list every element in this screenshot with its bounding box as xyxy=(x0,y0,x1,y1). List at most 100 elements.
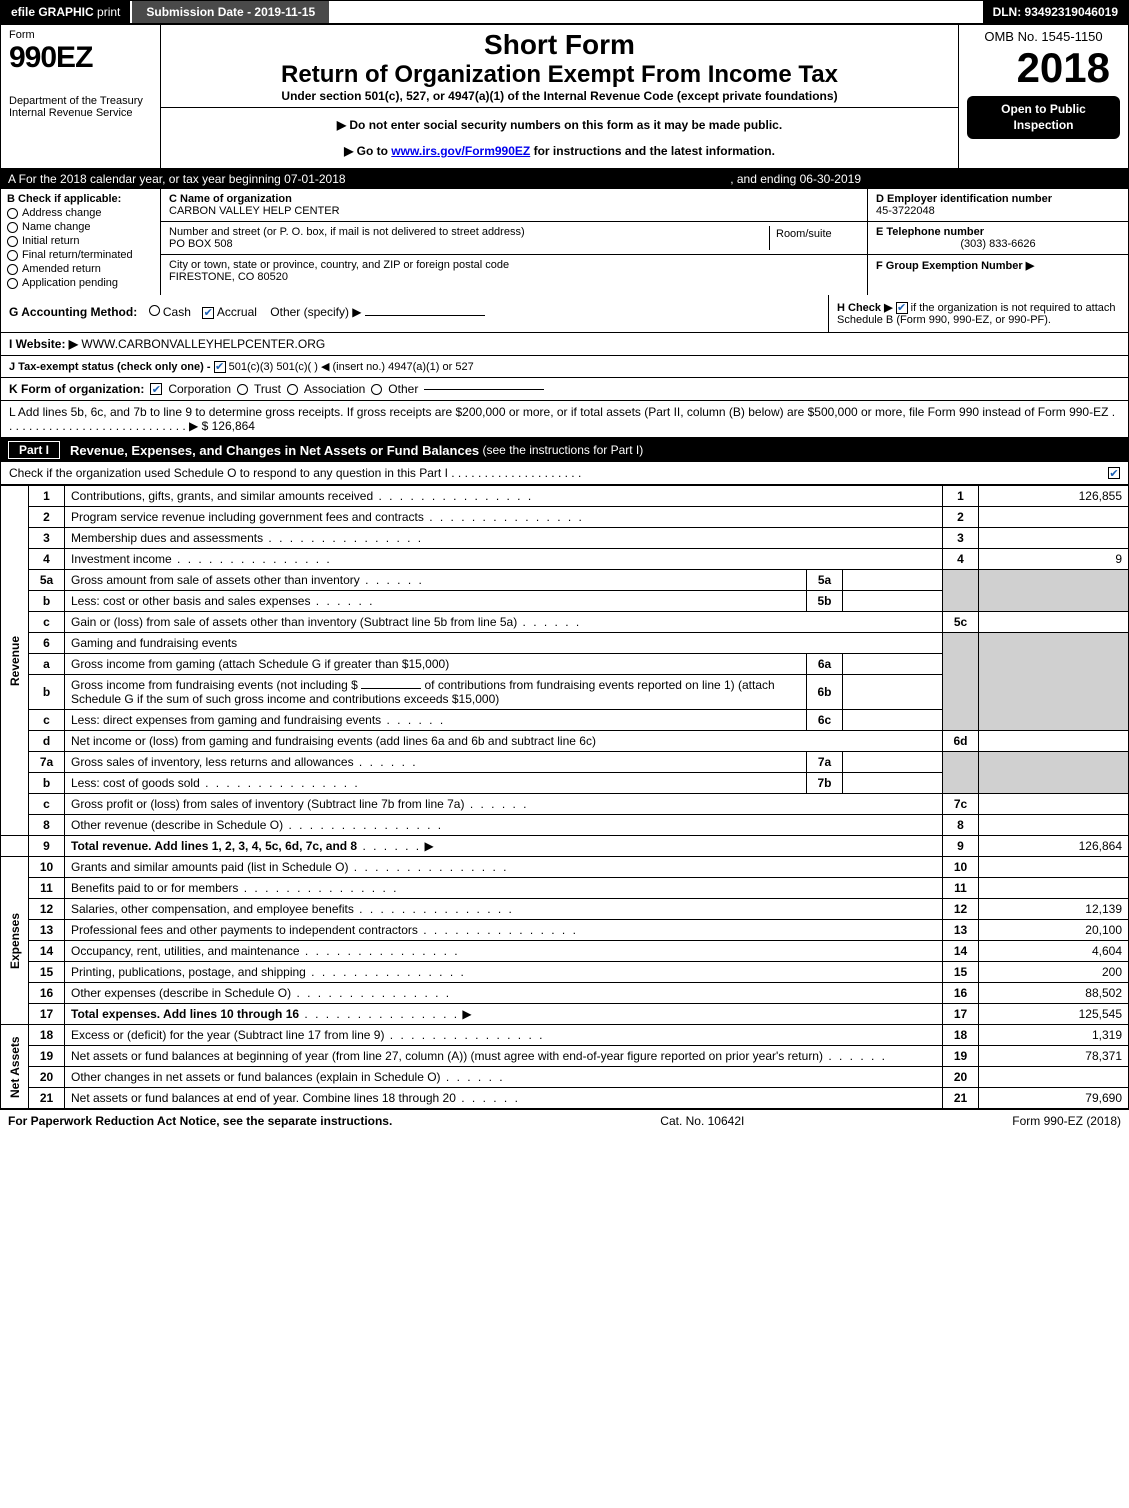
line-5b-snum: 5b xyxy=(807,591,843,612)
line-19-desc: Net assets or fund balances at beginning… xyxy=(71,1049,887,1063)
efile-text: efile GRAPHIC xyxy=(11,5,94,19)
ein-label: D Employer identification number xyxy=(876,193,1120,205)
under-section-text: Under section 501(c), 527, or 4947(a)(1)… xyxy=(169,89,950,103)
line-8-num: 8 xyxy=(29,815,65,836)
line-7a-sval xyxy=(843,752,943,773)
line-3-num: 3 xyxy=(29,528,65,549)
k-assoc: Association xyxy=(304,382,365,396)
line-6b-snum: 6b xyxy=(807,675,843,710)
line-6b-num: b xyxy=(29,675,65,710)
line-6c-num: c xyxy=(29,710,65,731)
part-1-check-text: Check if the organization used Schedule … xyxy=(9,466,581,480)
line-6-desc: Gaming and fundraising events xyxy=(65,633,943,654)
footer-catno: Cat. No. 10642I xyxy=(660,1114,744,1128)
shaded-7-val xyxy=(979,752,1129,794)
g-other-input[interactable] xyxy=(365,315,485,316)
part-1-label: Part I xyxy=(8,441,60,459)
org-name: CARBON VALLEY HELP CENTER xyxy=(169,205,859,217)
i-label: I Website: ▶ xyxy=(9,337,78,351)
k-other-input[interactable] xyxy=(424,389,544,390)
line-17-num: 17 xyxy=(29,1004,65,1025)
checkbox-other-org[interactable] xyxy=(371,384,382,395)
line-6b-blank[interactable] xyxy=(361,688,421,689)
city-label: City or town, state or province, country… xyxy=(169,259,859,271)
line-5c-rnum: 5c xyxy=(943,612,979,633)
part-1-check-row: Check if the organization used Schedule … xyxy=(0,462,1129,485)
checkbox-corp[interactable] xyxy=(150,383,162,395)
checkbox-amended[interactable] xyxy=(7,264,18,275)
return-title: Return of Organization Exempt From Incom… xyxy=(169,61,950,89)
line-6c-snum: 6c xyxy=(807,710,843,731)
line-13-num: 13 xyxy=(29,920,65,941)
section-h: H Check ▶ if the organization is not req… xyxy=(828,295,1128,332)
line-7c-desc: Gross profit or (loss) from sales of inv… xyxy=(71,797,529,811)
checkbox-cash[interactable] xyxy=(149,305,160,316)
section-c: C Name of organization CARBON VALLEY HEL… xyxy=(161,189,868,295)
checkbox-part1-scho[interactable] xyxy=(1108,467,1120,479)
line-4-num: 4 xyxy=(29,549,65,570)
checkbox-name[interactable] xyxy=(7,222,18,233)
form-label: Form xyxy=(9,29,152,41)
irs-label: Internal Revenue Service xyxy=(9,107,152,119)
line-16-num: 16 xyxy=(29,983,65,1004)
section-l: L Add lines 5b, 6c, and 7b to line 9 to … xyxy=(0,401,1129,438)
line-2-num: 2 xyxy=(29,507,65,528)
checkbox-501c3[interactable] xyxy=(214,361,226,373)
line-7a-snum: 7a xyxy=(807,752,843,773)
financial-table: Revenue 1 Contributions, gifts, grants, … xyxy=(0,485,1129,1109)
line-5c-desc: Gain or (loss) from sale of assets other… xyxy=(71,615,581,629)
line-12-num: 12 xyxy=(29,899,65,920)
line-16-desc: Other expenses (describe in Schedule O) xyxy=(71,986,451,1000)
line-20-rnum: 20 xyxy=(943,1067,979,1088)
checkbox-assoc[interactable] xyxy=(287,384,298,395)
efile-graphic-label: efile GRAPHIC print xyxy=(1,1,130,23)
line-7a-num: 7a xyxy=(29,752,65,773)
line-13-rnum: 13 xyxy=(943,920,979,941)
line-8-val xyxy=(979,815,1129,836)
part-1-header: Part I Revenue, Expenses, and Changes in… xyxy=(0,438,1129,462)
submission-date: Submission Date - 2019-11-15 xyxy=(130,1,331,23)
section-b-header: B Check if applicable: xyxy=(7,193,154,205)
checkbox-pending[interactable] xyxy=(7,278,18,289)
section-k: K Form of organization: Corporation Trus… xyxy=(0,378,1129,401)
line-6c-sval xyxy=(843,710,943,731)
l-text: L Add lines 5b, 6c, and 7b to line 9 to … xyxy=(9,405,1115,433)
line-11-rnum: 11 xyxy=(943,878,979,899)
line-16-rnum: 16 xyxy=(943,983,979,1004)
shaded-6-val xyxy=(979,633,1129,731)
line-7b-snum: 7b xyxy=(807,773,843,794)
line-4-val: 9 xyxy=(979,549,1129,570)
checkbox-final[interactable] xyxy=(7,250,18,261)
line-5b-num: b xyxy=(29,591,65,612)
line-6c-desc: Less: direct expenses from gaming and fu… xyxy=(71,713,445,727)
line-10-desc: Grants and similar amounts paid (list in… xyxy=(71,860,508,874)
line-20-desc: Other changes in net assets or fund bala… xyxy=(71,1070,505,1084)
room-suite-label: Room/suite xyxy=(776,228,832,240)
page-footer: For Paperwork Reduction Act Notice, see … xyxy=(0,1109,1129,1132)
tax-period-row: A For the 2018 calendar year, or tax yea… xyxy=(0,169,1129,189)
line-7b-num: b xyxy=(29,773,65,794)
irs-link[interactable]: www.irs.gov/Form990EZ xyxy=(391,144,530,158)
line-13-desc: Professional fees and other payments to … xyxy=(71,923,578,937)
dln-label: DLN: 93492319046019 xyxy=(983,1,1128,23)
line-19-num: 19 xyxy=(29,1046,65,1067)
line-3-val xyxy=(979,528,1129,549)
line-7c-val xyxy=(979,794,1129,815)
line-13-val: 20,100 xyxy=(979,920,1129,941)
top-bar: efile GRAPHIC print Submission Date - 20… xyxy=(0,0,1129,24)
checkbox-h[interactable] xyxy=(896,302,908,314)
k-corp: Corporation xyxy=(168,382,231,396)
line-2-val xyxy=(979,507,1129,528)
k-other: Other xyxy=(388,382,418,396)
line-6a-sval xyxy=(843,654,943,675)
topbar-spacer xyxy=(331,1,982,23)
checkbox-address[interactable] xyxy=(7,208,18,219)
checkbox-initial[interactable] xyxy=(7,236,18,247)
section-def: D Employer identification number 45-3722… xyxy=(868,189,1128,295)
checkbox-accrual[interactable] xyxy=(202,307,214,319)
checkbox-trust[interactable] xyxy=(237,384,248,395)
line-10-rnum: 10 xyxy=(943,857,979,878)
section-b: B Check if applicable: Address change Na… xyxy=(1,189,161,295)
no-ssn-notice: ▶ Do not enter social security numbers o… xyxy=(169,112,950,138)
print-link[interactable]: print xyxy=(97,5,120,19)
